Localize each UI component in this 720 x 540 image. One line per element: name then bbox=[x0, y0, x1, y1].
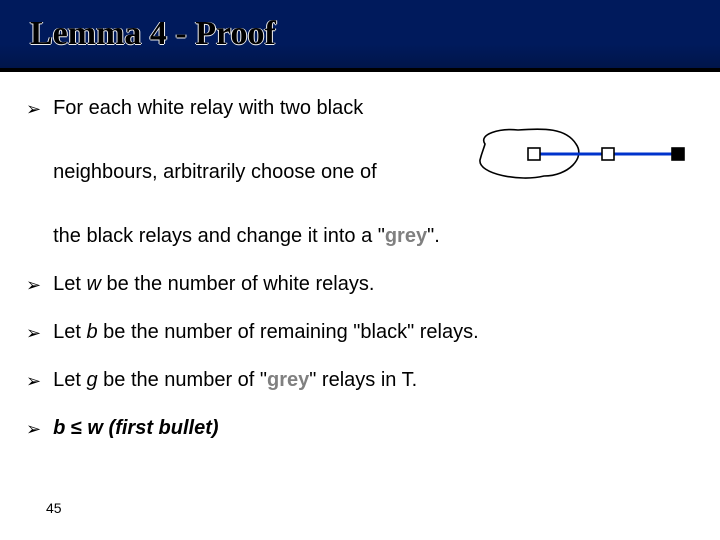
bullet-1-line3b: ". bbox=[427, 225, 440, 247]
relay-diagram bbox=[470, 126, 706, 182]
bullet-1-line3a: the black relays and change it into a " bbox=[53, 225, 385, 247]
bullet-2-text: Let w be the number of white relays. bbox=[53, 268, 696, 300]
bullet-3-text: Let b be the number of remaining "black"… bbox=[53, 316, 696, 348]
var-b: b bbox=[86, 321, 97, 343]
relay-square-black bbox=[672, 148, 684, 160]
bullet-5-text: b ≤ w (first bullet) bbox=[53, 412, 696, 444]
page-number: 45 bbox=[46, 500, 62, 516]
bullet-arrow-icon: ➢ bbox=[26, 95, 41, 124]
bullet-1-line1: For each white relay with two black bbox=[53, 97, 363, 119]
bullet-arrow-icon: ➢ bbox=[26, 319, 41, 348]
slide-title: Lemma 4 - Proof bbox=[30, 15, 276, 53]
bullet-1-line2: neighbours, arbitrarily choose one of bbox=[53, 161, 377, 183]
bullet-arrow-icon: ➢ bbox=[26, 271, 41, 300]
grey-word-1: grey bbox=[385, 225, 427, 247]
bullet-2: ➢ Let w be the number of white relays. bbox=[26, 268, 696, 300]
title-bar: Lemma 4 - Proof bbox=[0, 0, 720, 72]
bullet-arrow-icon: ➢ bbox=[26, 367, 41, 396]
var-w: w bbox=[86, 273, 100, 295]
bullet-arrow-icon: ➢ bbox=[26, 415, 41, 444]
var-g: g bbox=[86, 369, 97, 391]
bullet-4-text: Let g be the number of "grey" relays in … bbox=[53, 364, 696, 396]
relay-square-white-1 bbox=[528, 148, 540, 160]
relay-square-white-2 bbox=[602, 148, 614, 160]
bullet-4: ➢ Let g be the number of "grey" relays i… bbox=[26, 364, 696, 396]
grey-word-2: grey bbox=[267, 369, 309, 391]
bullet-3: ➢ Let b be the number of remaining "blac… bbox=[26, 316, 696, 348]
bullet-5: ➢ b ≤ w (first bullet) bbox=[26, 412, 696, 444]
